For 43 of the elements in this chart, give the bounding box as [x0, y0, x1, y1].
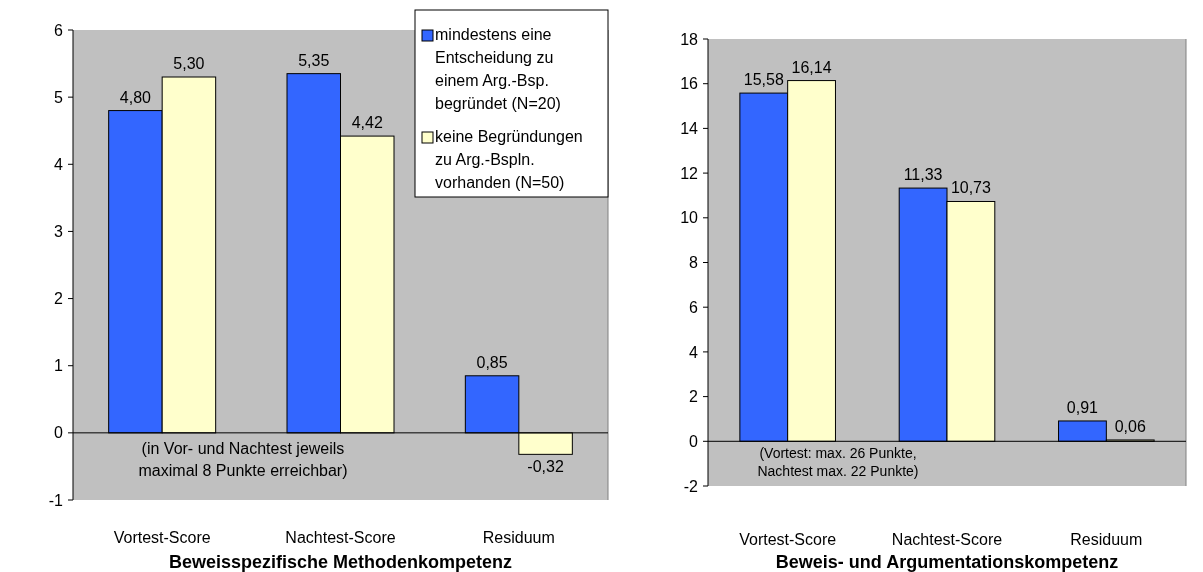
annotation: (in Vor- und Nachtest jeweils maximal 8 Punkte erreichbar) — [138, 440, 348, 479]
x-tick-label: Vortest-Score — [739, 531, 837, 548]
y-tick-label: 16 — [680, 75, 699, 93]
data-label: 10,73 — [950, 179, 992, 197]
y-tick-label: 0 — [54, 424, 64, 442]
y-tick-label: 5 — [54, 88, 64, 106]
data-label: 0,91 — [1066, 398, 1099, 416]
data-label: 15,58 — [743, 71, 784, 89]
y-tick-label: 2 — [54, 290, 64, 308]
legend-label: keine Begründungen zu Arg.-Bspln. vorhanden (N=50) — [435, 128, 583, 191]
text: Beweisspezifische Methodenkompetenz — [168, 552, 513, 572]
annotation: (Vortest: max. 26 Punkte, Nachtest max. 22 Punkte) — [757, 445, 919, 479]
x-tick-label: Nachtest-Score — [891, 531, 1003, 548]
data-label: 0,85 — [476, 353, 508, 371]
y-tick-label: 0 — [689, 432, 699, 450]
y-tick-label: 10 — [680, 209, 699, 227]
data-label: 4,80 — [119, 88, 152, 106]
y-tick-label: 4 — [54, 155, 64, 173]
y-tick-label: 2 — [689, 388, 699, 406]
x-tick-label: Nachtest-Score — [285, 529, 396, 546]
data-label: 5,30 — [173, 55, 205, 72]
x-tick-label: Residuum — [1070, 531, 1143, 548]
y-tick-label: 12 — [680, 164, 699, 182]
x-tick-label: Vortest-Score — [113, 529, 211, 546]
y-tick-label: 6 — [54, 21, 64, 39]
y-tick-label: 3 — [54, 223, 64, 241]
y-tick-label: -1 — [48, 491, 64, 509]
text: Beweis- und Argumentationskompetenz — [775, 552, 1119, 572]
data-label: 16,14 — [791, 58, 832, 76]
x-tick-label: Residuum — [482, 529, 555, 546]
data-label: 5,35 — [298, 51, 330, 69]
legend-label: mindestens eine Entscheidung zu einem Arg.-Bsp. begründet (N=20) — [435, 26, 561, 112]
data-label: 4,42 — [351, 114, 383, 132]
y-tick-label: 6 — [689, 298, 699, 316]
data-label: 0,06 — [1114, 417, 1146, 435]
y-tick-label: 4 — [689, 343, 699, 361]
y-tick-label: 1 — [54, 357, 64, 375]
data-label: 11,33 — [903, 166, 943, 184]
y-tick-label: 14 — [680, 120, 699, 137]
y-tick-label: 8 — [689, 254, 699, 272]
y-tick-label: 18 — [680, 30, 699, 48]
data-label: -0,32 — [527, 458, 564, 476]
y-tick-label: -2 — [683, 477, 699, 495]
